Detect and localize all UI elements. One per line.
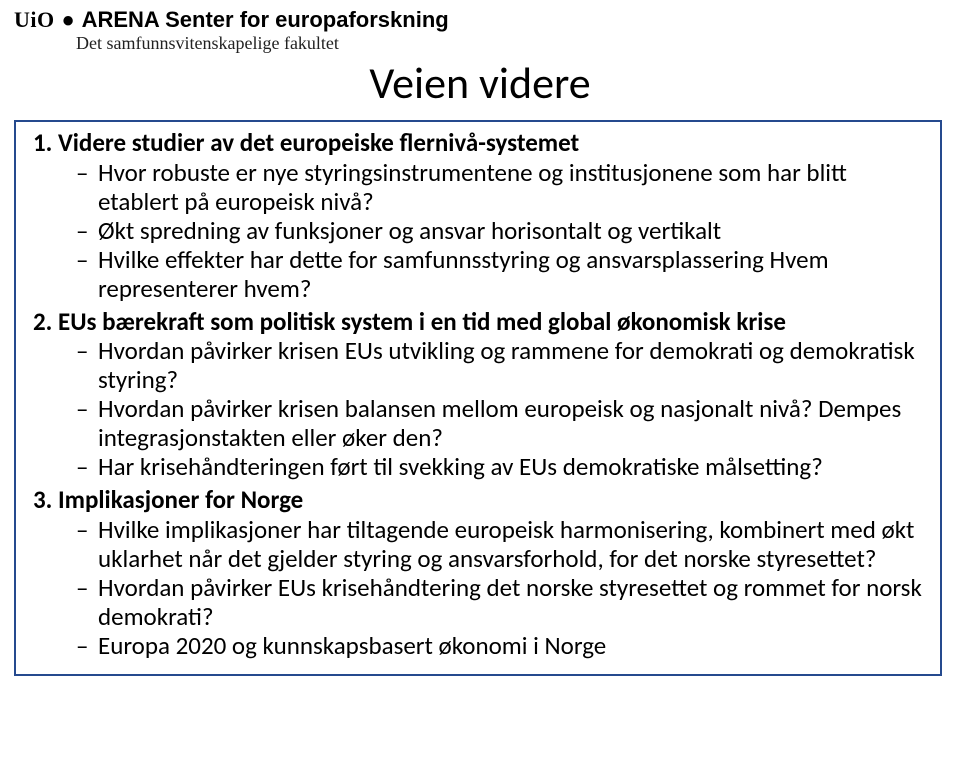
slide-title: Veien videre [0, 56, 960, 110]
list-item: Har krisehåndteringen ført til svekking … [76, 452, 928, 481]
list-item: Hvordan påvirker EUs krisehåndtering det… [76, 573, 928, 631]
list-item: Økt spredning av funksjoner og ansvar ho… [76, 216, 928, 245]
list-item: Hvordan påvirker krisen EUs utvikling og… [76, 336, 928, 394]
list-item: Hvordan påvirker krisen balansen mellom … [76, 394, 928, 452]
point-2-sublist: Hvordan påvirker krisen EUs utvikling og… [58, 336, 928, 481]
slide: UiO • ARENA Senter for europaforskning D… [0, 0, 960, 766]
point-1-title: Videre studier av det europeiske flerniv… [58, 127, 579, 158]
logo-line: UiO • ARENA Senter for europaforskning [14, 6, 946, 33]
point-2: EUs bærekraft som politisk system i en t… [58, 307, 928, 482]
uio-logo: UiO [14, 7, 55, 33]
list-item: Europa 2020 og kunnskapsbasert økonomi i… [76, 631, 928, 660]
list-item: Hvilke effekter har dette for samfunnsst… [76, 245, 928, 303]
point-3: Implikasjoner for Norge Hvilke implikasj… [58, 485, 928, 660]
slide-header: UiO • ARENA Senter for europaforskning D… [14, 6, 946, 54]
logo-separator-icon: • [63, 6, 74, 33]
point-2-title: EUs bærekraft som politisk system i en t… [58, 306, 786, 337]
faculty-name: Det samfunnsvitenskapelige fakultet [76, 33, 946, 54]
point-1: Videre studier av det europeiske flerniv… [58, 128, 928, 303]
point-3-sublist: Hvilke implikasjoner har tiltagende euro… [58, 515, 928, 660]
point-3-title: Implikasjoner for Norge [58, 484, 303, 515]
content-box: Videre studier av det europeiske flerniv… [14, 120, 942, 676]
point-1-sublist: Hvor robuste er nye styringsinstrumenten… [58, 158, 928, 303]
list-item: Hvor robuste er nye styringsinstrumenten… [76, 158, 928, 216]
arena-title: ARENA Senter for europaforskning [82, 7, 449, 33]
main-list: Videre studier av det europeiske flerniv… [30, 128, 928, 660]
list-item: Hvilke implikasjoner har tiltagende euro… [76, 515, 928, 573]
